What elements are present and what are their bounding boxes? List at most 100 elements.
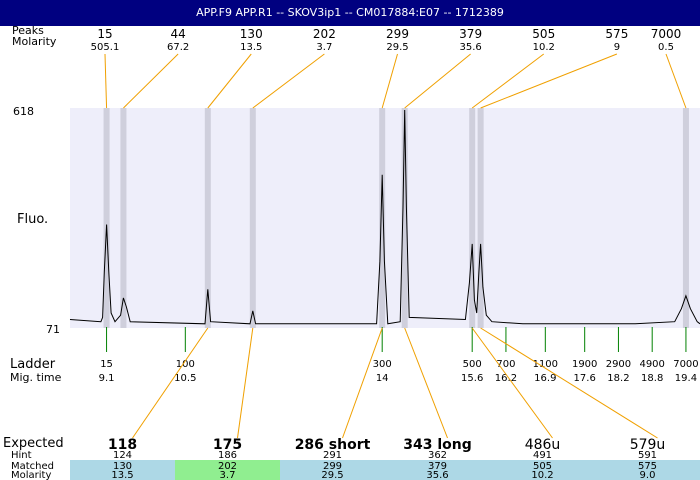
peak-molarity-label: 9 [614,42,620,53]
molarity-value: 9.0 [640,470,656,480]
peak-connector [207,53,252,109]
matched-value: 130 [113,461,132,472]
ladder-size-label: 1900 [572,359,597,370]
matched-value: 505 [533,461,552,472]
peak-size-label: 299 [386,27,409,41]
ladder-annotations: 15 9.1 100 10.5 300 14 500 15.6 700 16.2 1100 16.9 1… [99,327,699,384]
matched-row-label: Matched [11,461,54,472]
match-cell [385,460,490,480]
ladder-size-label: 100 [176,359,195,370]
peak-size-label: 7000 [651,27,682,41]
peak-connector [123,53,179,109]
peak-connector [665,53,687,109]
axis-labels: Peaks Molarity 618 Fluo. 71 Ladder Mig. … [10,24,62,384]
ladder-size-label: 700 [496,359,515,370]
peak-band [103,108,110,328]
ladder-size-label: 15 [100,359,113,370]
hint-value: 591 [638,450,657,461]
ladder-migtime-label: 19.4 [675,373,697,384]
peak-band [469,108,476,328]
molarity-value: 13.5 [111,470,133,480]
expected-value: 343 long [403,437,472,453]
peak-band [204,108,211,328]
ladder-row-label: Ladder [10,357,56,372]
y-min-label: 71 [46,323,60,336]
peak-molarity-label: 13.5 [240,42,262,53]
expected-value: 175 [213,437,242,453]
match-cell [595,460,700,480]
ladder-size-label: 1100 [533,359,558,370]
expected-row-label: Expected [3,436,64,451]
matched-value: 379 [428,461,447,472]
peaks-row-label: Peaks [12,24,44,37]
molarity-value: 10.2 [531,470,553,480]
migtime-row-label: Mig. time [10,371,62,384]
match-connector [480,327,658,439]
match-connector [342,327,383,439]
y-axis-title: Fluo. [17,212,48,227]
peak-size-label: 379 [459,27,482,41]
peak-size-label: 202 [313,27,336,41]
hint-value: 491 [533,450,552,461]
peak-molarity-label: 35.6 [459,42,481,53]
peak-size-label: 575 [605,27,628,41]
match-cell [490,460,595,480]
match-connector [404,327,448,439]
hint-value: 124 [113,450,132,461]
expected-value: 286 short [295,437,371,453]
fluorescence-trace [69,109,700,325]
peak-band [249,108,256,328]
ladder-size-label: 2900 [606,359,631,370]
peak-band [477,108,484,328]
expected-value: 486u [525,437,561,453]
peak-molarity-label: 10.2 [533,42,555,53]
peak-molarity-label: 3.7 [316,42,332,53]
peak-band [120,108,127,328]
peak-molarity-label: 505.1 [91,42,120,53]
matched-value: 575 [638,461,657,472]
y-max-label: 618 [13,105,34,118]
peak-size-label: 130 [240,27,263,41]
peak-connector [471,53,545,109]
match-cell [70,460,175,480]
ladder-size-label: 300 [373,359,392,370]
hint-value: 186 [218,450,237,461]
window-title: APP.F9 APP.R1 -- SKOV3ip1 -- CM017884:E0… [0,0,700,26]
molarity-value: 3.7 [220,470,236,480]
ladder-migtime-label: 9.1 [99,373,115,384]
matched-value: 299 [323,461,342,472]
ladder-migtime-label: 14 [376,373,389,384]
peak-connector [480,53,618,109]
molarity-row-label: Molarity [12,35,57,48]
match-connector [237,327,254,439]
plot-area [69,108,700,328]
peak-size-label: 44 [170,27,185,41]
ladder-migtime-label: 16.9 [534,373,556,384]
molarity-bottom-label: Molarity [11,470,51,480]
peak-size-label: 505 [532,27,555,41]
peak-size-label: 15 [97,27,112,41]
match-connector [471,327,553,439]
ladder-migtime-label: 15.6 [461,373,483,384]
peak-connector [252,53,325,109]
peak-band [682,108,689,328]
expected-value: 118 [108,437,137,453]
match-cell [280,460,385,480]
ladder-migtime-label: 16.2 [495,373,517,384]
peak-molarity-label: 67.2 [167,42,189,53]
hint-row-label: Hint [11,450,32,461]
peak-connector [381,53,398,109]
peak-molarity-label: 0.5 [658,42,674,53]
peak-band [379,108,386,328]
peak-connector [404,53,471,109]
match-cell [175,460,280,480]
molarity-value: 29.5 [321,470,343,480]
ladder-size-label: 500 [463,359,482,370]
hint-value: 362 [428,450,447,461]
ladder-migtime-label: 17.6 [574,373,596,384]
ladder-migtime-label: 10.5 [174,373,196,384]
match-connector [132,327,209,439]
matched-value: 202 [218,461,237,472]
